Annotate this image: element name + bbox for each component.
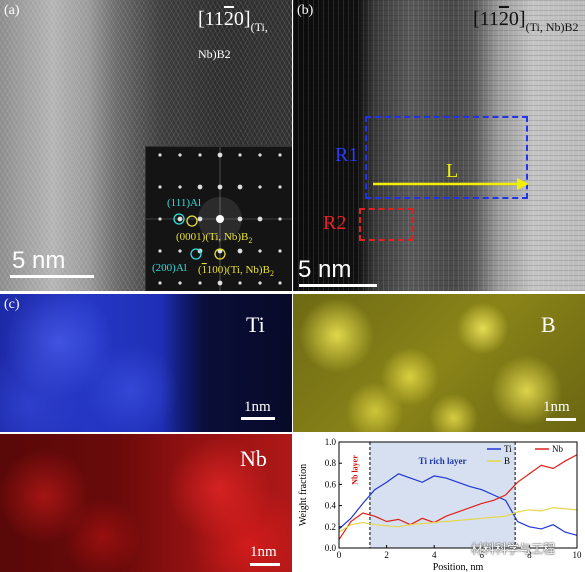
fft-marker-al200 — [190, 248, 202, 260]
fft-diffraction-spot — [178, 281, 182, 285]
legend-label-nb: Nb — [552, 444, 563, 454]
panel-b-scale-label: 5 nm — [298, 256, 352, 283]
fft-diffraction-spot — [237, 216, 243, 222]
fft-label-al111: (111)Al — [167, 197, 201, 209]
ti-rich-layer-band — [369, 442, 516, 548]
region-r2-label: R2 — [323, 212, 347, 234]
panel-a-label: (a) — [4, 3, 20, 18]
panel-b-haadf-image: (b) [1120](Ti, Nb)B2 R1 R2 L 5 nm — [293, 0, 585, 291]
fft-diffraction-spot — [158, 249, 162, 253]
fft-diffraction-spot — [158, 281, 162, 285]
fft-marker-al111 — [173, 213, 185, 225]
fft-diffraction-spot — [198, 153, 202, 157]
x-axis-label: Position, nm — [433, 562, 484, 572]
fft-diffraction-spot — [197, 184, 203, 190]
x-tick-label: 2 — [384, 550, 389, 560]
fft-diffraction-spot — [278, 153, 282, 157]
y-tick-label: 0.6 — [325, 479, 337, 489]
nb-map-element: Nb — [240, 446, 267, 471]
y-tick-label: 0.0 — [325, 543, 337, 553]
series-line-nb — [338, 454, 578, 540]
fft-diffraction-spot — [217, 152, 223, 158]
line-scan-chart-panel: Nb layer Ti rich layer 0 2 4 6 8 10 0.0 0.2 0.4 0.… — [293, 434, 585, 572]
panel-a-scale-bar — [10, 275, 94, 278]
fft-central-spot — [216, 215, 224, 223]
fft-diffraction-spot — [217, 280, 223, 286]
fft-diffraction-spot — [257, 216, 263, 222]
fft-diffraction-spot — [258, 249, 262, 253]
y-axis-label: Weight fraction — [298, 464, 309, 526]
fft-diffraction-spot — [278, 217, 282, 221]
fft-diffraction-spot — [178, 185, 182, 189]
ti-map-element: Ti — [246, 312, 265, 337]
series-line-ti — [338, 473, 578, 536]
fft-diffraction-spot — [197, 216, 203, 222]
fft-inset: (111)Al (0001)(Ti, Nb)B2 (200)Al (1100)(… — [145, 146, 292, 291]
fft-label-b1100: (1100)(Ti, Nb)B2 — [198, 264, 274, 278]
x-tick-label: 0 — [337, 550, 342, 560]
fft-diffraction-spot — [178, 153, 182, 157]
b-map-scale-bar — [546, 418, 576, 421]
panel-a-scale-label: 5 nm — [12, 247, 66, 274]
b-map-scale-label: 1nm — [543, 399, 570, 415]
line-scan-arrow-label: L — [446, 160, 459, 182]
panel-a-hrtem-image: (a) [1120](Ti, Nb)B2 (111)Al (0001)(Ti, … — [0, 0, 292, 291]
fft-pattern: (111)Al (0001)(Ti, Nb)B2 (200)Al (1100)(… — [146, 147, 292, 291]
series-line-b — [338, 507, 578, 533]
fft-diffraction-spot — [237, 248, 243, 254]
x-tick-label: 6 — [480, 550, 485, 560]
fft-diffraction-spot — [177, 216, 183, 222]
region-r1-label: R1 — [335, 144, 359, 166]
ti-map-scale-label: 1nm — [244, 399, 271, 415]
fft-diffraction-spot — [278, 249, 282, 253]
fft-diffraction-spot — [238, 153, 242, 157]
y-tick-label: 0.4 — [325, 501, 337, 511]
eds-map-b: B 1nm — [293, 294, 585, 432]
fft-diffraction-spot — [278, 281, 282, 285]
fft-diffraction-spot — [278, 185, 282, 189]
legend-label-b: B — [504, 456, 510, 466]
eds-map-ti: (c) Ti 1nm — [0, 294, 292, 432]
fft-diffraction-spot — [217, 184, 223, 190]
plot-frame — [338, 441, 578, 549]
fft-diffraction-spot — [258, 185, 262, 189]
annotation-ti-rich-layer: Ti rich layer — [419, 456, 467, 466]
fft-diffraction-spot — [158, 153, 162, 157]
fft-label-al200: (200)Al — [152, 262, 187, 274]
x-tick-label: 10 — [573, 550, 583, 560]
fft-diffraction-spot — [238, 281, 242, 285]
fft-label-b0001: (0001)(Ti, Nb)B2 — [176, 231, 252, 245]
fft-diffraction-spot — [158, 217, 162, 221]
eds-map-nb: Nb 1nm — [0, 434, 292, 572]
region-r1-box — [365, 116, 528, 199]
fft-diffraction-spot — [198, 281, 202, 285]
panel-a-zone-axis: [1120](Ti, Nb)B2 — [198, 8, 268, 61]
nb-map-scale-bar — [250, 563, 280, 566]
y-tick-label: 1.0 — [325, 437, 337, 447]
nb-map-scale-label: 1nm — [250, 544, 277, 560]
x-tick-label: 8 — [527, 550, 532, 560]
watermark-text: 材料科学与工程 — [471, 542, 556, 556]
fft-diffraction-spot — [158, 185, 162, 189]
fft-diffraction-spot — [258, 281, 262, 285]
region-r2-box — [359, 208, 414, 241]
ti-map-scale-bar — [241, 417, 275, 420]
line-scan-chart: Nb layer Ti rich layer 0 2 4 6 8 10 0.0 0.2 0.4 0.… — [298, 437, 583, 572]
line-scan-arrow — [373, 178, 529, 190]
x-tick-label: 4 — [432, 550, 437, 560]
panel-b-scale-bar — [299, 284, 377, 287]
b-map-element: B — [541, 312, 556, 337]
y-tick-label: 0.8 — [325, 458, 337, 468]
fft-diffraction-spot — [258, 153, 262, 157]
fft-marker-b1100 — [214, 248, 226, 260]
fft-marker-b0001 — [186, 215, 198, 227]
panel-c-label: (c) — [4, 297, 20, 312]
annotation-nb-layer: Nb layer — [350, 455, 359, 485]
panel-b-label: (b) — [297, 3, 314, 18]
fft-diffraction-spot — [178, 249, 182, 253]
fft-diffraction-spot — [237, 184, 243, 190]
legend-label-ti: Ti — [504, 444, 512, 454]
y-tick-label: 0.2 — [325, 522, 336, 532]
panel-b-zone-axis: [1120](Ti, Nb)B2 — [473, 8, 579, 34]
